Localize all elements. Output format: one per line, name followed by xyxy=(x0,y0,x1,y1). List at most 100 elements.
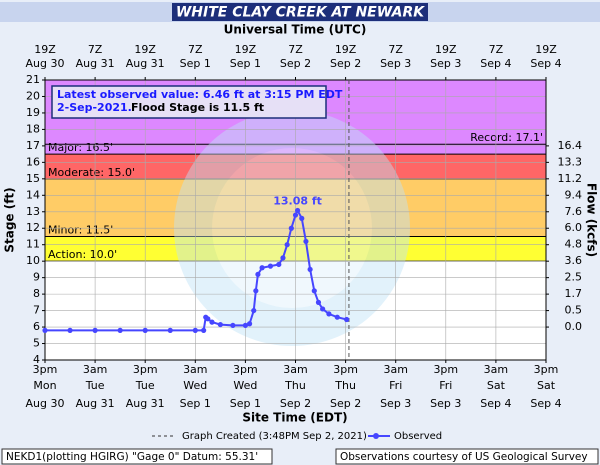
x2-tick-label: Sep 3 xyxy=(430,57,461,70)
data-point xyxy=(284,242,290,248)
x-tick-label: Wed xyxy=(233,379,257,392)
x-tick-label: Aug 31 xyxy=(76,397,115,410)
x2-tick-label: 7Z xyxy=(489,43,504,56)
x-tick-label: 3pm xyxy=(534,363,559,376)
x-tick-label: Sep 4 xyxy=(480,397,511,410)
y-tick-label: 11 xyxy=(26,238,40,251)
x-tick-label: 3pm xyxy=(133,363,158,376)
flood-label: Moderate: 15.0' xyxy=(48,166,135,179)
plot-frame xyxy=(44,79,547,361)
x2-tick-label: 19Z xyxy=(335,43,357,56)
x2-tick-label: 7Z xyxy=(388,43,403,56)
y-tick-label: 21 xyxy=(26,73,40,86)
footer-left: NEKD1(plotting HGIRG) "Gage 0" Datum: 55… xyxy=(6,451,258,463)
record-label: Record: 17.1' xyxy=(470,131,543,144)
x-tick-label: 3pm xyxy=(233,363,258,376)
legend-marker xyxy=(373,433,379,439)
x-tick-label: Fri xyxy=(389,379,402,392)
data-point xyxy=(251,307,257,314)
x-tick-label: Sat xyxy=(487,379,506,392)
data-point xyxy=(299,215,305,221)
x2-tick-label: Sep 1 xyxy=(230,57,261,70)
x2-tick-label: Sep 2 xyxy=(280,57,311,70)
y-tick-label: 4 xyxy=(33,353,40,366)
data-point xyxy=(253,288,259,294)
y2-tick-label: 11.2 xyxy=(558,172,583,185)
data-point xyxy=(326,311,332,317)
y-tick-label: 5 xyxy=(33,337,40,350)
x2-tick-label: 19Z xyxy=(134,43,156,56)
y2-tick-label: 6.0 xyxy=(565,221,583,234)
x-tick-label: Tue xyxy=(85,379,105,392)
data-point xyxy=(259,265,265,271)
x2-tick-label: 7Z xyxy=(288,43,303,56)
y2-axis-title: Flow (kcfs) xyxy=(585,183,599,257)
x-tick-label: Sep 2 xyxy=(280,397,311,410)
data-point xyxy=(67,327,73,333)
x-tick-label: 3pm xyxy=(333,363,358,376)
y2-tick-label: 7.6 xyxy=(565,205,583,218)
data-point xyxy=(334,314,340,320)
data-point xyxy=(201,327,207,333)
x-tick-label: Fri xyxy=(439,379,452,392)
info-date: 2-Sep-2021. xyxy=(57,101,132,114)
peak-label: 13.08 ft xyxy=(273,194,322,207)
y2-tick-label: 0.0 xyxy=(565,320,583,333)
x-tick-label: Sep 1 xyxy=(230,397,261,410)
data-point xyxy=(288,225,294,231)
data-point xyxy=(142,327,148,333)
footer-right-box xyxy=(335,448,599,465)
x2-tick-label: Sep 4 xyxy=(530,57,561,70)
legend-label: Observed xyxy=(394,431,442,442)
data-point xyxy=(320,306,326,312)
y-tick-label: 19 xyxy=(26,106,40,119)
data-point xyxy=(242,322,248,329)
x2-tick-label: 19Z xyxy=(535,43,557,56)
y2-tick-label: 4.8 xyxy=(565,238,583,251)
data-point xyxy=(292,212,299,218)
data-point xyxy=(315,299,322,305)
data-point xyxy=(294,207,301,214)
y-tick-label: 12 xyxy=(26,221,40,234)
y2-tick-label: 0.5 xyxy=(565,304,583,317)
data-point xyxy=(280,255,286,261)
x-tick-label: Sep 4 xyxy=(530,397,561,410)
x-axis-title: Site Time (EDT) xyxy=(242,411,347,425)
flood-label: Major: 16.5' xyxy=(48,141,113,154)
data-point xyxy=(167,327,173,333)
x-tick-label: Aug 31 xyxy=(126,397,165,410)
y2-tick-label: 2.5 xyxy=(565,271,583,284)
data-point xyxy=(246,321,253,327)
flood-label: Minor: 11.5' xyxy=(48,223,113,236)
x2-tick-label: Sep 4 xyxy=(480,57,511,70)
data-point xyxy=(217,321,223,328)
x-tick-label: 3am xyxy=(283,363,307,376)
x2-axis-title: Universal Time (UTC) xyxy=(224,23,367,37)
y-tick-label: 6 xyxy=(33,320,40,333)
x-tick-label: 3am xyxy=(183,363,207,376)
data-point xyxy=(209,319,215,325)
y-tick-label: 20 xyxy=(26,89,40,102)
data-point xyxy=(267,263,274,269)
y2-tick-label: 3.6 xyxy=(565,254,583,267)
x-tick-label: Sep 3 xyxy=(380,397,411,410)
x-tick-label: Aug 30 xyxy=(26,397,65,410)
x-tick-label: Thu xyxy=(284,379,306,392)
y-tick-label: 14 xyxy=(26,188,40,201)
x-tick-label: 3pm xyxy=(433,363,458,376)
info-flood-stage: Flood Stage is 11.5 ft xyxy=(131,101,264,114)
x-tick-label: 3am xyxy=(383,363,407,376)
x2-tick-label: 19Z xyxy=(235,43,257,56)
footer-right: Observations courtesy of US Geological S… xyxy=(340,451,588,463)
x-tick-label: Tue xyxy=(135,379,155,392)
data-point xyxy=(303,238,309,245)
x-tick-label: Sat xyxy=(537,379,556,392)
x-tick-label: Sep 2 xyxy=(330,397,361,410)
x-tick-label: 3am xyxy=(83,363,107,376)
chart-title: WHITE CLAY CREEK AT NEWARK xyxy=(176,5,425,21)
x2-tick-label: Sep 1 xyxy=(180,57,211,70)
x2-tick-label: Sep 2 xyxy=(330,57,361,70)
y2-tick-label: 16.4 xyxy=(558,139,583,152)
data-point xyxy=(276,261,282,268)
data-point xyxy=(42,327,48,333)
